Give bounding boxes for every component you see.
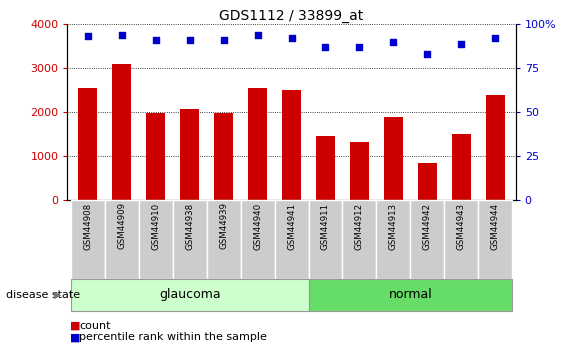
Bar bbox=[241, 200, 275, 279]
Point bbox=[490, 36, 500, 41]
Text: glaucoma: glaucoma bbox=[159, 288, 220, 302]
Bar bbox=[214, 112, 233, 200]
Point bbox=[321, 44, 330, 50]
Text: ■: ■ bbox=[70, 333, 81, 342]
Text: GSM44943: GSM44943 bbox=[457, 203, 466, 249]
Bar bbox=[146, 113, 165, 200]
Text: GSM44911: GSM44911 bbox=[321, 203, 330, 249]
Text: GSM44941: GSM44941 bbox=[287, 203, 296, 249]
Point bbox=[389, 39, 398, 45]
Text: GSM44908: GSM44908 bbox=[83, 203, 92, 249]
Bar bbox=[316, 136, 335, 200]
Text: ▶: ▶ bbox=[54, 290, 62, 300]
Point bbox=[355, 44, 364, 50]
Bar bbox=[452, 134, 471, 200]
Text: GSM44942: GSM44942 bbox=[423, 203, 432, 249]
Bar bbox=[376, 200, 410, 279]
Text: percentile rank within the sample: percentile rank within the sample bbox=[79, 333, 267, 342]
Text: count: count bbox=[79, 321, 111, 331]
Text: GSM44909: GSM44909 bbox=[117, 203, 126, 249]
Bar bbox=[384, 117, 403, 200]
Bar bbox=[79, 88, 97, 200]
Bar bbox=[113, 64, 131, 200]
Bar bbox=[410, 200, 444, 279]
Text: GSM44938: GSM44938 bbox=[185, 203, 194, 249]
Bar bbox=[282, 90, 301, 200]
Text: GSM44939: GSM44939 bbox=[219, 203, 228, 249]
Bar bbox=[105, 200, 139, 279]
Text: GSM44944: GSM44944 bbox=[491, 203, 500, 249]
Point bbox=[83, 34, 93, 39]
Text: GSM44940: GSM44940 bbox=[253, 203, 262, 249]
Bar bbox=[444, 200, 478, 279]
Point bbox=[151, 37, 161, 43]
Point bbox=[117, 32, 127, 38]
Bar bbox=[71, 279, 308, 311]
Bar bbox=[478, 200, 512, 279]
Point bbox=[287, 36, 296, 41]
Point bbox=[456, 41, 466, 46]
Bar bbox=[418, 163, 437, 200]
Text: GSM44912: GSM44912 bbox=[355, 203, 364, 249]
Bar bbox=[71, 200, 105, 279]
Text: normal: normal bbox=[389, 288, 432, 302]
Bar bbox=[248, 88, 267, 200]
Bar bbox=[180, 109, 199, 200]
Bar bbox=[139, 200, 173, 279]
Text: ■: ■ bbox=[70, 321, 81, 331]
Text: disease state: disease state bbox=[6, 290, 80, 300]
Bar bbox=[275, 200, 308, 279]
Title: GDS1112 / 33899_at: GDS1112 / 33899_at bbox=[219, 9, 364, 23]
Bar bbox=[342, 200, 376, 279]
Text: GSM44913: GSM44913 bbox=[389, 203, 398, 249]
Bar bbox=[308, 200, 342, 279]
Point bbox=[253, 32, 263, 38]
Bar bbox=[207, 200, 241, 279]
Point bbox=[219, 37, 229, 43]
Bar bbox=[350, 142, 369, 200]
Bar bbox=[486, 96, 505, 200]
Text: GSM44910: GSM44910 bbox=[151, 203, 160, 249]
Bar bbox=[308, 279, 512, 311]
Point bbox=[185, 37, 195, 43]
Point bbox=[423, 51, 432, 57]
Bar bbox=[173, 200, 207, 279]
